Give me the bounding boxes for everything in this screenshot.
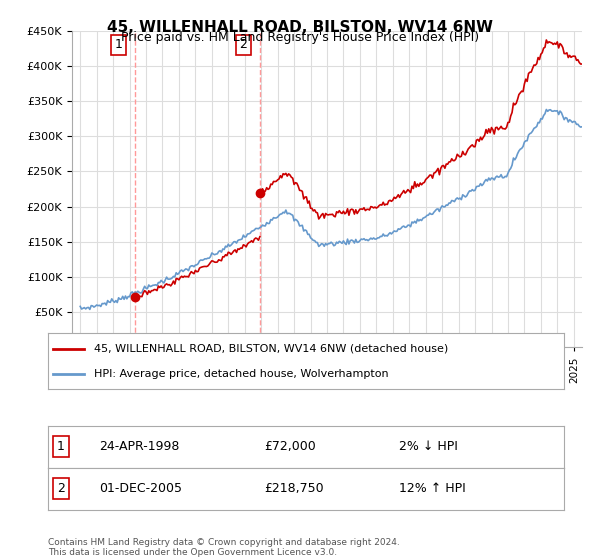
Text: £72,000: £72,000 xyxy=(265,440,316,453)
Text: Contains HM Land Registry data © Crown copyright and database right 2024.
This d: Contains HM Land Registry data © Crown c… xyxy=(48,538,400,557)
Text: 24-APR-1998: 24-APR-1998 xyxy=(100,440,180,453)
Text: 2% ↓ HPI: 2% ↓ HPI xyxy=(399,440,458,453)
Text: HPI: Average price, detached house, Wolverhampton: HPI: Average price, detached house, Wolv… xyxy=(94,368,389,379)
Text: 45, WILLENHALL ROAD, BILSTON, WV14 6NW: 45, WILLENHALL ROAD, BILSTON, WV14 6NW xyxy=(107,20,493,35)
Text: 2: 2 xyxy=(239,39,247,52)
Text: 12% ↑ HPI: 12% ↑ HPI xyxy=(399,482,466,495)
Text: Price paid vs. HM Land Registry's House Price Index (HPI): Price paid vs. HM Land Registry's House … xyxy=(121,31,479,44)
Text: £218,750: £218,750 xyxy=(265,482,325,495)
Text: 01-DEC-2005: 01-DEC-2005 xyxy=(100,482,182,495)
Text: 45, WILLENHALL ROAD, BILSTON, WV14 6NW (detached house): 45, WILLENHALL ROAD, BILSTON, WV14 6NW (… xyxy=(94,344,449,354)
Text: 1: 1 xyxy=(57,440,65,453)
Text: 1: 1 xyxy=(114,39,122,52)
Text: 2: 2 xyxy=(57,482,65,495)
